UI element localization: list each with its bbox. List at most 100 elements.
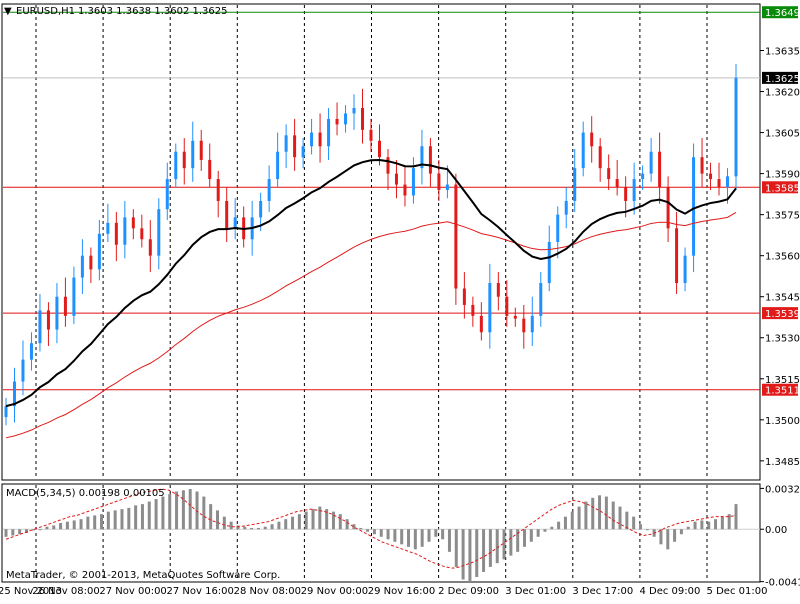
macd-bar xyxy=(686,526,690,530)
candle-body xyxy=(191,140,195,169)
macd-bar xyxy=(427,529,431,542)
candle-body xyxy=(717,179,721,188)
macd-label: MACD(5,34,5) 0.00198 0.00105 xyxy=(6,488,165,499)
macd-bar xyxy=(454,529,458,567)
macd-bar xyxy=(168,494,172,530)
macd-bar xyxy=(502,529,506,560)
macd-bar xyxy=(413,529,417,550)
candle-body xyxy=(556,214,560,242)
price-level-tag xyxy=(762,181,798,194)
y-tick-label: 1.3485 xyxy=(765,457,800,468)
macd-bar xyxy=(195,491,199,530)
y-tick-label: 1.3500 xyxy=(765,416,800,427)
macd-bar xyxy=(366,529,370,532)
macd-bar xyxy=(441,529,445,540)
macd-bar xyxy=(270,524,274,530)
macd-histogram xyxy=(3,488,760,582)
candle-body xyxy=(344,113,348,125)
y-tick-label: 1.3620 xyxy=(765,88,800,99)
price-panel[interactable] xyxy=(1,3,761,481)
candle-body xyxy=(259,200,263,218)
candle-body xyxy=(564,200,568,215)
macd-bar xyxy=(529,529,533,542)
macd-bar xyxy=(727,514,731,530)
macd-bar xyxy=(100,514,104,530)
macd-bar xyxy=(181,490,185,530)
macd-bar xyxy=(318,506,322,530)
macd-bar xyxy=(591,497,595,530)
macd-bar xyxy=(666,529,670,550)
macd-bar xyxy=(331,511,335,530)
macd-bar xyxy=(679,529,683,535)
candle-body xyxy=(310,132,314,147)
candle-body xyxy=(327,118,331,147)
candle-body xyxy=(208,159,212,180)
candle-body xyxy=(140,228,144,240)
candle-body xyxy=(403,184,407,196)
macd-bar xyxy=(482,529,486,572)
candle-body xyxy=(496,283,500,297)
candle-body xyxy=(63,296,67,316)
macd-bar xyxy=(352,524,356,530)
symbol-label: EURUSD,H1 xyxy=(16,6,75,17)
candle-body xyxy=(46,310,50,330)
ma-slow-line xyxy=(5,212,737,439)
candle-body xyxy=(216,179,220,201)
candle-body xyxy=(114,222,118,245)
macd-bar xyxy=(52,525,56,530)
candle-body xyxy=(157,209,161,256)
x-tick-label: 25 Nov 2013 xyxy=(0,586,62,597)
macd-bar xyxy=(638,524,642,530)
y-tick-label: 1.3530 xyxy=(765,334,800,345)
macd-bar xyxy=(120,509,124,530)
chart-menu-icon[interactable]: ▼ xyxy=(4,6,12,17)
candle-body xyxy=(89,255,93,270)
macd-bar xyxy=(4,529,8,537)
macd-bar xyxy=(598,495,602,530)
macd-bar xyxy=(461,529,465,580)
macd-bar xyxy=(134,505,138,530)
candle-body xyxy=(581,132,585,169)
candle-body xyxy=(666,187,670,229)
macd-bar xyxy=(161,496,165,530)
macd-bar xyxy=(536,529,540,537)
macd-bar xyxy=(563,516,567,530)
x-tick-label: 3 Dec 17:00 xyxy=(572,586,633,597)
candle-body xyxy=(4,406,8,418)
macd-bar xyxy=(645,529,649,531)
macd-bar xyxy=(345,519,349,530)
candle-body xyxy=(386,157,390,174)
candle-body xyxy=(293,135,297,158)
macd-bar xyxy=(700,520,704,530)
macd-bar xyxy=(632,516,636,530)
macd-bar xyxy=(611,501,615,530)
y-tick-label: 1.3590 xyxy=(765,170,800,181)
macd-bar xyxy=(59,522,63,530)
macd-bar xyxy=(393,529,397,542)
candle-body xyxy=(547,242,551,284)
macd-signal-line xyxy=(5,488,737,569)
macd-bar xyxy=(154,499,158,530)
candle-body xyxy=(573,168,577,201)
candle-body xyxy=(21,359,25,382)
macd-bar xyxy=(243,526,247,530)
candle-body xyxy=(479,315,483,333)
grid-lines xyxy=(35,5,708,581)
macd-y-tick-label: -0.00417 xyxy=(765,578,800,589)
macd-bar xyxy=(338,514,342,530)
horizontal-levels[interactable]: 1.3585 1.3539 1.3511 1.3625 1.3649 xyxy=(3,6,800,397)
candle-body xyxy=(174,151,178,180)
candle-body xyxy=(182,151,186,169)
ma-fast-line xyxy=(5,158,737,408)
candle-body xyxy=(692,157,696,256)
macd-bar xyxy=(18,529,22,535)
macd-bar xyxy=(584,501,588,530)
x-tick-label: 3 Dec 01:00 xyxy=(505,586,566,597)
macd-bar xyxy=(570,511,574,530)
price-axis[interactable]: 1.3635 1.3620 1.3605 1.3590 1.3575 1.3560 1.35… xyxy=(760,0,800,600)
macd-y-tick-label: 0.00325 xyxy=(765,484,800,495)
macd-bar xyxy=(106,511,110,530)
